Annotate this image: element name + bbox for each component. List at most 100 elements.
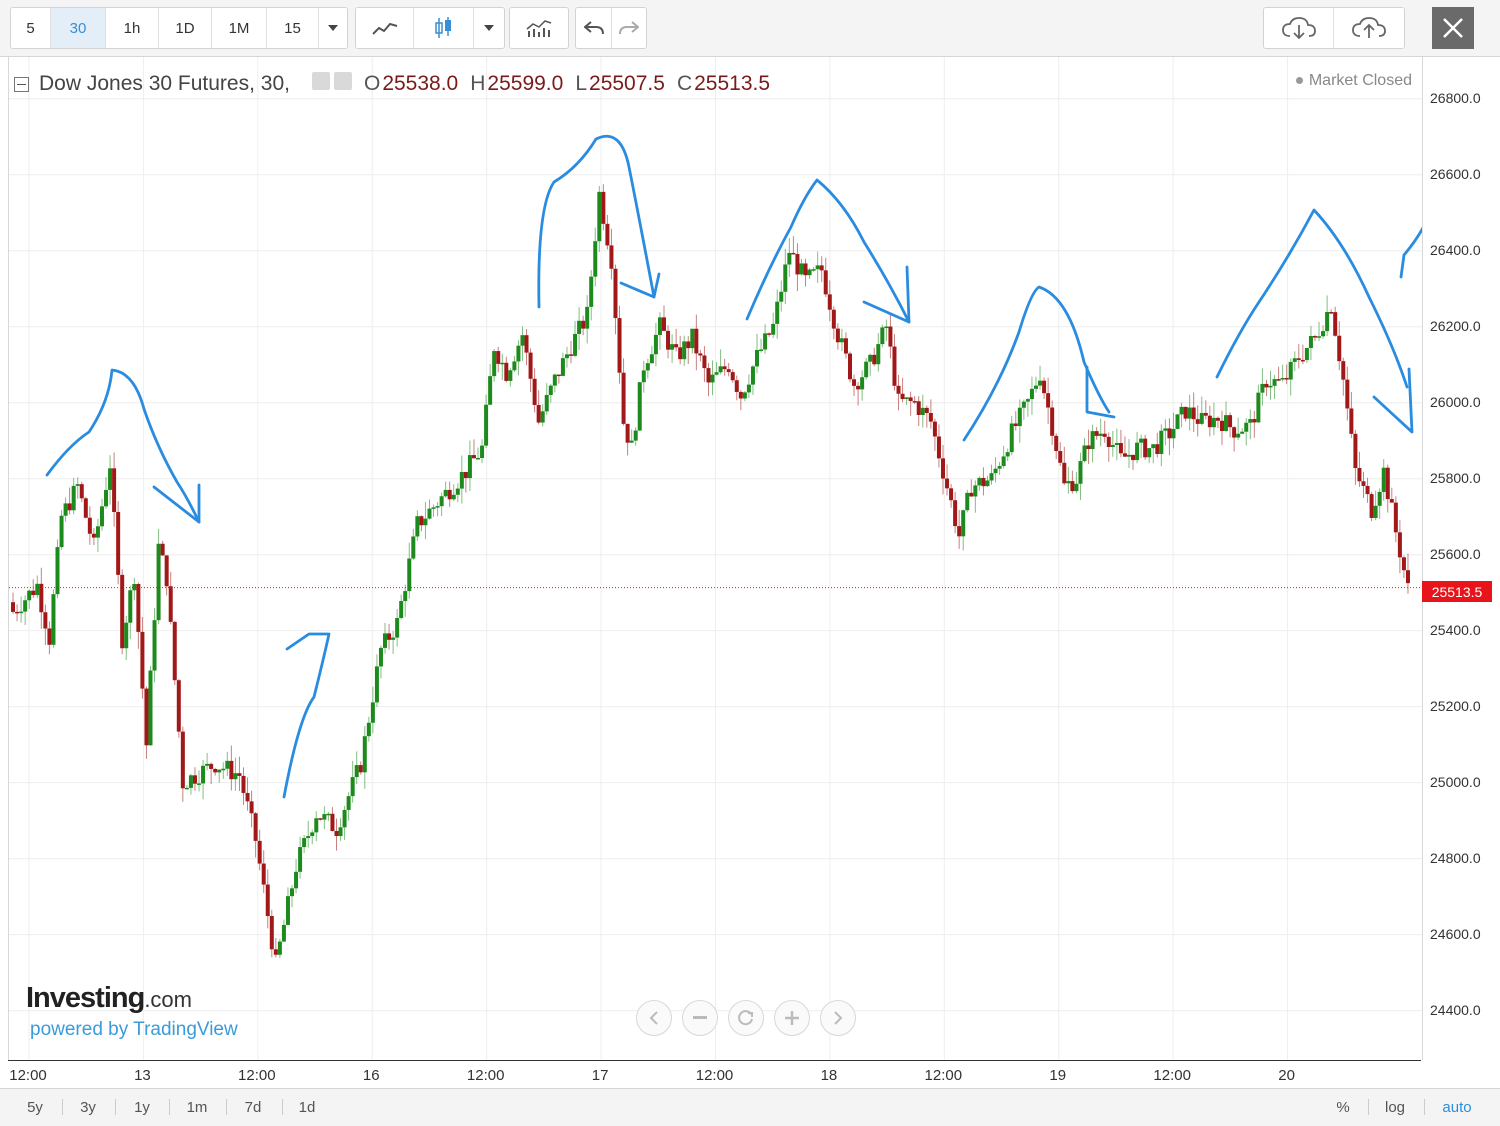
interval-30-button[interactable]: 30 [51, 8, 106, 48]
cloud-group [1263, 7, 1405, 49]
candle-up [1021, 401, 1026, 408]
range-1y-button[interactable]: 1y [134, 1098, 150, 1116]
visibility-icon[interactable] [311, 72, 330, 90]
candle-up [403, 591, 408, 602]
candle-down [387, 633, 392, 640]
candle-down [1094, 431, 1099, 436]
line-chart-button[interactable] [356, 8, 414, 48]
candle-down [463, 471, 468, 479]
undo-button[interactable] [576, 8, 612, 48]
zoom-out-button[interactable] [682, 1000, 718, 1036]
candle-up [395, 618, 400, 638]
undo-icon [583, 21, 604, 35]
candle-up [75, 484, 80, 486]
pattern-annotation [45, 368, 201, 524]
candle-up [294, 871, 299, 889]
candle-down [1219, 420, 1224, 431]
candle-down [900, 393, 905, 400]
candle-down [702, 355, 707, 369]
candle-up [1090, 431, 1095, 450]
candle-up [783, 264, 788, 292]
load-chart-button[interactable] [1264, 8, 1334, 48]
time-tick-label: 16 [362, 1067, 380, 1084]
indicators-button[interactable] [510, 8, 568, 48]
chart-area[interactable] [8, 57, 1429, 1060]
auto-scale-button[interactable]: auto [1442, 1098, 1472, 1116]
candle-up [71, 485, 76, 511]
candle-down [536, 404, 541, 423]
candle-down [91, 533, 96, 538]
candle-down [831, 309, 836, 329]
candle-down [1086, 445, 1091, 450]
candle-down [1296, 358, 1301, 360]
chart-style-dropdown-button[interactable] [474, 8, 504, 48]
candle-down [1122, 453, 1127, 457]
pattern-annotation [1372, 367, 1414, 434]
investing-logo[interactable]: Investing.com [26, 982, 238, 1015]
time-axis[interactable]: 12:00 13 12:00 16 12:00 17 12:00 18 12:00 19 12:00… [8, 1060, 1421, 1089]
candle-down [140, 631, 145, 689]
candle-down [318, 818, 323, 820]
candle-down [1167, 428, 1172, 439]
candlestick-chart[interactable] [9, 57, 1429, 1060]
candle-up [710, 374, 715, 383]
price-axis[interactable]: 26800.0 26600.0 26400.0 26200.0 26000.0 25800… [1422, 57, 1500, 1060]
save-chart-button[interactable] [1334, 8, 1404, 48]
percent-scale-button[interactable]: % [1336, 1098, 1350, 1116]
interval-1h-button[interactable]: 1h [106, 8, 159, 48]
price-tick-label: 26800.0 [1430, 89, 1481, 106]
time-tick-label: 12:00 [9, 1067, 47, 1084]
candle-down [257, 840, 262, 864]
candle-up [290, 888, 295, 897]
candle-up [860, 377, 865, 390]
candle-down [1401, 557, 1406, 571]
candle-up [124, 622, 129, 649]
candle-up [188, 775, 193, 788]
candle-up [746, 384, 751, 393]
reset-button[interactable] [728, 1000, 764, 1036]
range-3y-button[interactable]: 3y [80, 1098, 96, 1116]
high-value: 25599.0 [487, 72, 564, 95]
range-1m-button[interactable]: 1m [186, 1098, 208, 1116]
range-divider [115, 1099, 116, 1115]
range-7d-button[interactable]: 7d [244, 1098, 262, 1116]
price-tick-label: 25200.0 [1430, 697, 1481, 714]
candle-down [39, 583, 44, 613]
range-5y-button[interactable]: 5y [27, 1098, 43, 1116]
candle-down [1264, 383, 1269, 388]
candle-down [1353, 433, 1358, 468]
interval-dropdown-button[interactable] [319, 8, 347, 48]
interval-5-button[interactable]: 5 [11, 8, 51, 48]
range-1d-button[interactable]: 1d [298, 1098, 316, 1116]
scroll-right-button[interactable] [820, 1000, 856, 1036]
time-tick-label: 13 [134, 1067, 151, 1084]
powered-by-link[interactable]: powered by TradingView [30, 1019, 238, 1040]
redo-button[interactable] [612, 8, 646, 48]
candle-down [621, 372, 626, 424]
close-button[interactable] [1432, 7, 1474, 49]
candlestick-button[interactable] [414, 8, 474, 48]
candle-up [350, 777, 355, 797]
settings-icon[interactable] [333, 72, 352, 90]
candle-down [31, 590, 36, 596]
candle-up [520, 335, 525, 346]
candle-up [1268, 385, 1273, 388]
interval-15-button[interactable]: 15 [267, 8, 319, 48]
candle-up [759, 349, 764, 352]
interval-1m-button[interactable]: 1M [212, 8, 267, 48]
candle-down [1337, 335, 1342, 362]
time-tick-label: 12:00 [924, 1067, 963, 1084]
candle-up [1292, 358, 1297, 362]
candle-up [750, 366, 755, 385]
candle-down [936, 436, 941, 459]
candle-up [973, 485, 978, 497]
scroll-left-button[interactable] [636, 1000, 672, 1036]
candle-down [87, 517, 92, 534]
zoom-in-button[interactable] [774, 1000, 810, 1036]
interval-1d-button[interactable]: 1D [159, 8, 212, 48]
candle-down [953, 500, 958, 527]
log-scale-button[interactable]: log [1384, 1098, 1406, 1116]
candle-up [629, 440, 634, 443]
candle-up [415, 516, 420, 537]
collapse-legend-icon[interactable] [14, 76, 29, 92]
